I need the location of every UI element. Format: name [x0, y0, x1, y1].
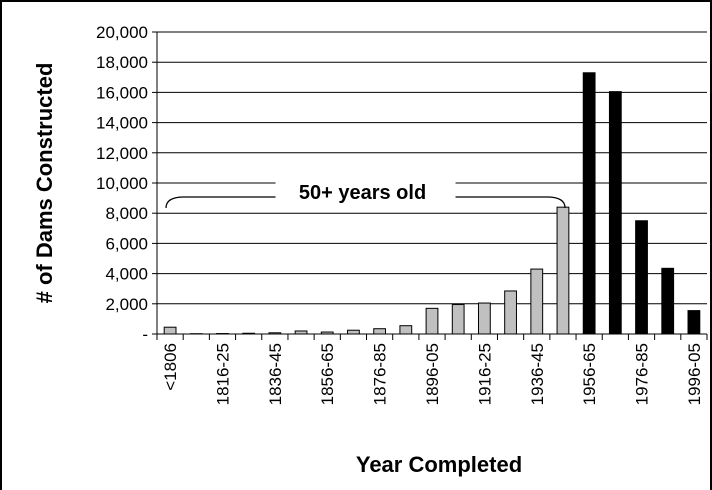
gridlines: [157, 31, 707, 305]
y-tick-label: -: [142, 325, 148, 344]
bar: [582, 72, 596, 335]
y-tick-label: 18,000: [96, 53, 148, 72]
bar: [530, 268, 544, 335]
y-tick-label: 2,000: [105, 295, 148, 314]
y-tick-label: 20,000: [96, 23, 148, 42]
bar: [347, 329, 360, 335]
bar: [477, 302, 491, 335]
axes: [152, 31, 708, 340]
y-tick-label: 10,000: [96, 174, 148, 193]
x-tick-label: 1836-45: [266, 343, 285, 405]
x-tick-label: 1936-45: [528, 343, 547, 405]
annotation-label: 50+ years old: [299, 182, 426, 204]
x-tick-label: 1956-65: [580, 343, 599, 405]
y-tick-labels: - 2,000 4,000 6,000 8,000 10,000 12,000 14,000 1…: [96, 23, 148, 344]
bar: [504, 290, 517, 335]
x-tick-label: 1996-05: [685, 343, 704, 405]
y-tick-label: 4,000: [105, 265, 148, 284]
y-tick-label: 16,000: [96, 83, 148, 102]
bar: [399, 325, 413, 335]
bar: [373, 328, 387, 335]
bar: [635, 220, 648, 335]
x-tick-label: 1856-65: [318, 343, 337, 405]
x-tick-labels: <1806 1816-25 1836-45 1856-65 1876-85 1896-05…: [161, 343, 704, 405]
y-tick-label: 6,000: [105, 234, 148, 253]
x-tick-label: 1976-85: [633, 343, 652, 405]
x-tick-label: 1916-25: [475, 343, 494, 405]
annotation-label-bg: [275, 177, 456, 207]
bar: [687, 310, 701, 335]
bar: [451, 304, 465, 335]
bar: [163, 326, 177, 335]
x-tick-label: <1806: [161, 343, 180, 391]
x-tick-label: 1896-05: [423, 343, 442, 405]
y-axis-title: # of Dams Constructed: [32, 63, 57, 304]
x-tick-label: 1876-85: [371, 343, 390, 405]
bars: [163, 72, 701, 335]
bar: [661, 267, 675, 335]
bar: [608, 91, 622, 335]
bar: [556, 206, 570, 335]
x-axis-title: Year Completed: [356, 452, 522, 477]
x-tick-label: 1816-25: [213, 343, 232, 405]
y-tick-label: 12,000: [96, 144, 148, 163]
annotation: 50+ years old: [165, 177, 566, 209]
bar: [425, 307, 439, 335]
y-tick-label: 14,000: [96, 114, 148, 133]
y-tick-label: 8,000: [105, 204, 148, 223]
